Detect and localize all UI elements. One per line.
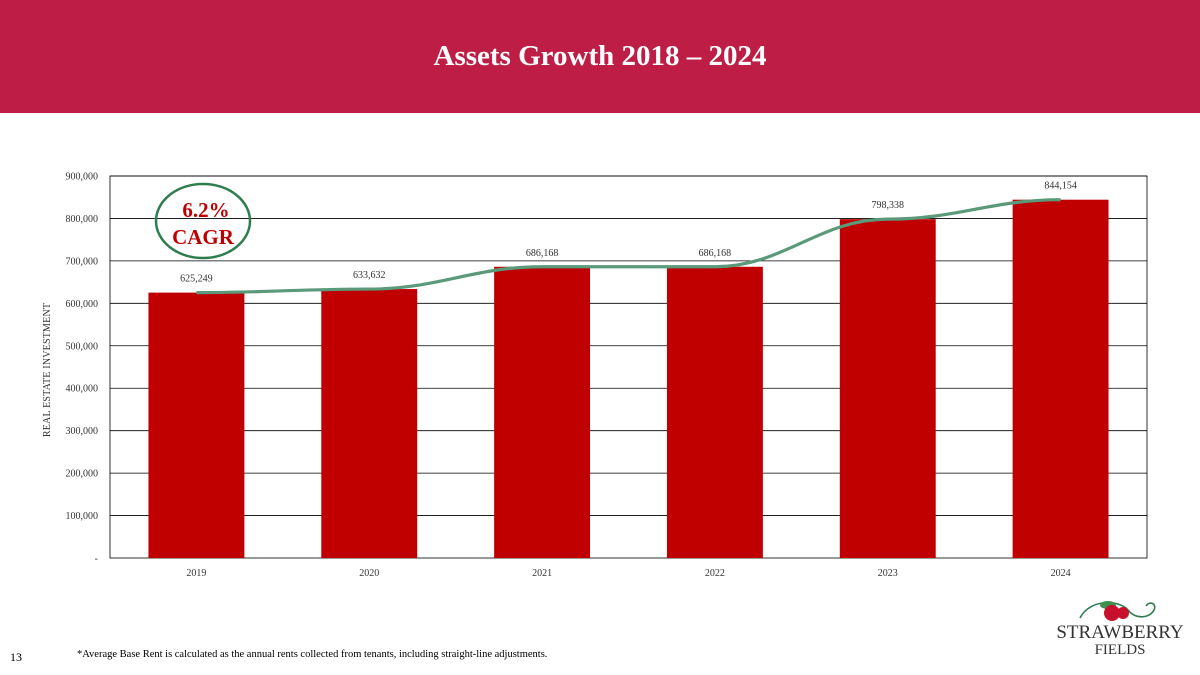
trend-line-path [196,198,1061,295]
y-tick-label: 400,000 [66,384,99,395]
x-tick-label: 2020 [359,568,379,579]
bar [494,266,591,558]
y-tick-label: 700,000 [66,256,99,267]
page-number: 13 [10,650,22,664]
title-banner: Assets Growth 2018 – 2024 [0,0,1200,113]
y-tick-label: 900,000 [66,172,99,183]
trend-line [196,198,1061,295]
cagr-callout: 6.2% CAGR [154,182,252,260]
data-label: 686,168 [526,248,559,259]
x-tick-label: 2024 [1051,568,1071,579]
data-label: 798,338 [872,200,905,211]
x-tick-label: 2023 [878,568,898,579]
logo-line-2: FIELDS [1095,642,1146,658]
data-label: 686,168 [699,248,732,259]
x-tick-label: 2022 [705,568,725,579]
y-tick-label: 100,000 [66,511,99,522]
bars [148,199,1109,558]
x-axis-ticks: 2019 2020 2021 2022 2023 2024 [186,568,1070,579]
footnote: *Average Base Rent is calculated as the … [77,649,548,660]
plot-area [109,175,1148,559]
y-tick-label: 600,000 [66,299,99,310]
strawberry-icon [1104,605,1120,621]
cagr-value: 6.2% [182,198,229,222]
y-tick-label: 300,000 [66,426,99,437]
bar [321,289,418,558]
data-label: 633,632 [353,270,386,281]
page-title: Assets Growth 2018 – 2024 [433,40,767,72]
data-label: 844,154 [1044,181,1077,192]
logo-line-1: STRAWBERRY [1056,622,1184,643]
x-tick-label: 2019 [186,568,206,579]
y-axis-ticks: - 100,000 200,000 300,000 400,000 500,000 600,… [66,172,99,565]
cagr-circle [154,182,252,260]
y-tick-label: - [95,554,98,565]
gridlines [110,175,1147,516]
y-tick-label: 800,000 [66,214,99,225]
bar [839,219,936,558]
bar [1012,199,1109,558]
strawberry-icon-2 [1117,607,1129,619]
data-labels: 625,249 633,632 686,168 686,168 798,338 844,1… [180,181,1077,285]
y-tick-label: 500,000 [66,341,99,352]
y-tick-label: 200,000 [66,469,99,480]
cagr-label: CAGR [172,225,235,249]
x-tick-label: 2021 [532,568,552,579]
bar [666,266,763,558]
bar [148,292,245,558]
strawberry-fields-logo: STRAWBERRY FIELDS [1056,601,1184,658]
data-label: 625,249 [180,274,213,285]
y-axis-label: REAL ESTATE INVESTMENT [42,303,53,437]
